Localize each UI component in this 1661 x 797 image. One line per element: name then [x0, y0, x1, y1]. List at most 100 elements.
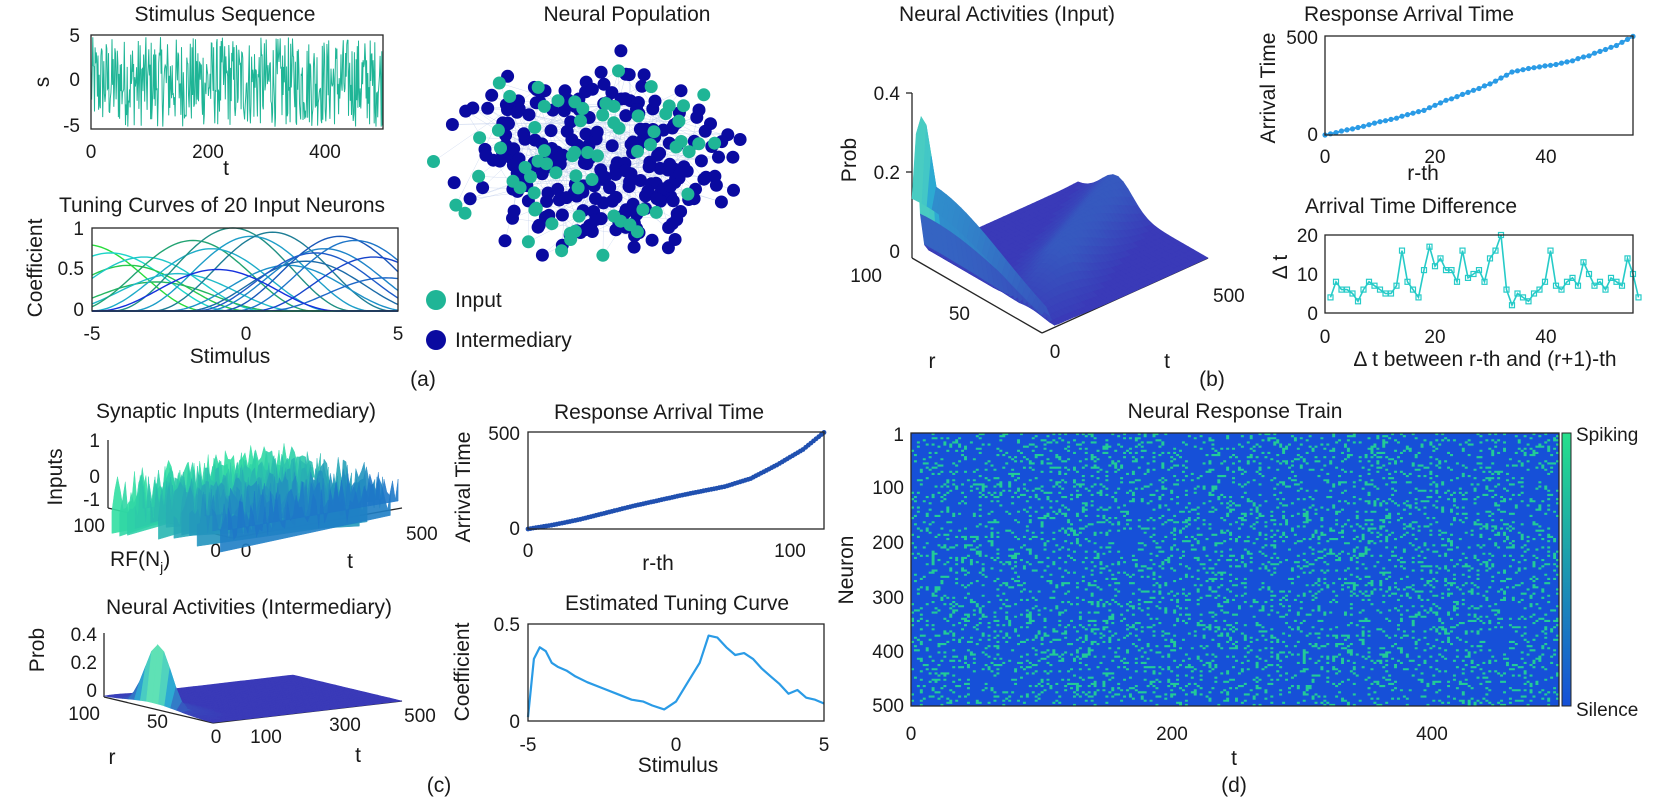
- surface-input-tlabel: t: [1164, 350, 1170, 373]
- est-tuning-axes-box: [527, 623, 825, 722]
- population-node-intermediary: [642, 160, 656, 174]
- arrival-diff-point: [1376, 286, 1384, 293]
- population-edge: [677, 145, 705, 180]
- arrival1-point: [1443, 97, 1449, 103]
- synaptic-row: [227, 472, 399, 541]
- population-node-intermediary: [481, 101, 495, 115]
- arrival1-point: [1602, 46, 1609, 53]
- arrival-diff-point: [1437, 255, 1444, 262]
- surface-input-title: Neural Activities (Input): [899, 3, 1115, 26]
- population-node-intermediary: [653, 146, 667, 160]
- population-node-input: [636, 203, 650, 217]
- synaptic-ttick: 500: [406, 524, 438, 545]
- population-node-input: [503, 89, 517, 103]
- arrival1-point: [1426, 105, 1433, 111]
- arrival1-point: [1586, 53, 1592, 59]
- population-node-intermediary: [531, 220, 545, 234]
- arrival-diff-point: [1431, 263, 1439, 270]
- arrival-diff-point: [1580, 259, 1587, 266]
- arrival1-point: [1492, 78, 1499, 84]
- arrival1-point: [1355, 124, 1361, 131]
- arrival1-xtick: 40: [1535, 147, 1556, 168]
- arrival1-point: [1514, 68, 1521, 74]
- arrival-diff-point: [1343, 286, 1351, 293]
- population-node-input: [649, 205, 663, 219]
- population-node-intermediary: [463, 192, 477, 206]
- arrival-diff-chart: Arrival Time Difference Δ t Δ t between …: [1269, 195, 1642, 371]
- surface-input-rtick: 100: [850, 266, 882, 287]
- arrival-diff-point: [1332, 278, 1340, 285]
- arrival1-point: [1382, 118, 1389, 124]
- arrival1-point: [1371, 120, 1378, 126]
- surface-inter-rtick: 100: [68, 704, 100, 725]
- population-node-intermediary: [662, 221, 676, 234]
- stimulus-ylabel: s: [31, 77, 54, 88]
- population-node-intermediary: [565, 133, 579, 147]
- population-node-intermediary: [560, 191, 573, 205]
- arrival-diff-point: [1492, 247, 1499, 254]
- legend-marker-input: [426, 290, 446, 310]
- arrival2-title: Response Arrival Time: [554, 401, 764, 424]
- population-node-input: [572, 209, 586, 223]
- panel-label-b: (b): [1199, 368, 1225, 391]
- arrival1-point: [1564, 59, 1570, 65]
- population-node-input: [631, 109, 645, 123]
- arrival1-xlabel: r-th: [1407, 162, 1439, 185]
- arrival-diff-xtick: 0: [1320, 327, 1331, 348]
- arrival1-point: [1410, 110, 1416, 116]
- arrival2-plot-area: [525, 430, 827, 532]
- population-node-input: [574, 114, 587, 128]
- arrival1-ytick: 500: [1286, 28, 1318, 49]
- population-node-input: [571, 181, 585, 195]
- arrival-diff-ytick: 20: [1297, 226, 1318, 247]
- population-node-input: [607, 116, 621, 130]
- stimulus-axes-box: [90, 34, 384, 130]
- arrival-diff-axes-box: [1324, 234, 1634, 314]
- est-tuning-chart: Estimated Tuning Curve Coefficient Stimu…: [451, 592, 829, 777]
- arrival-diff-point: [1349, 290, 1356, 297]
- population-node-input: [528, 121, 542, 134]
- arrival-diff-point: [1602, 286, 1609, 293]
- population-node-input: [473, 131, 487, 145]
- arrival-diff-point: [1558, 286, 1565, 293]
- arrival-diff-point: [1393, 282, 1400, 289]
- arrival-diff-ytick: 10: [1297, 265, 1318, 286]
- population-node-intermediary: [634, 174, 647, 187]
- arrival1-axes-box: [1324, 35, 1634, 136]
- arrival1-point: [1437, 100, 1444, 106]
- population-node-input: [708, 136, 722, 150]
- surface-inter-ztick: 0: [86, 681, 97, 702]
- population-node-input: [528, 203, 542, 217]
- arrival1-point: [1344, 127, 1350, 133]
- arrival-diff-ytick: 0: [1307, 304, 1318, 325]
- arrival1-point: [1531, 65, 1537, 71]
- est-tuning-xtick: 5: [819, 735, 830, 756]
- surface-inter-ttick: 100: [250, 727, 282, 748]
- arrival1-point: [1470, 87, 1477, 93]
- population-node-input: [672, 114, 686, 128]
- panel-label-d: (d): [1221, 774, 1247, 797]
- population-node-input: [549, 166, 563, 180]
- legend-label-intermediary: Intermediary: [455, 329, 572, 352]
- population-node-input: [623, 218, 637, 232]
- tuning-curve-10: [92, 235, 398, 312]
- synaptic-ttick: 0: [241, 541, 252, 562]
- arrival-diff-point: [1514, 290, 1521, 297]
- arrival1-ylabel: Arrival Time: [1257, 33, 1280, 144]
- tuning-curve-12: [92, 264, 399, 312]
- population-node-input: [681, 187, 695, 201]
- arrival1-title: Response Arrival Time: [1304, 3, 1514, 26]
- population-node-intermediary: [645, 233, 659, 247]
- arrival1-point: [1509, 69, 1515, 75]
- arrival2-axes-box: [527, 431, 825, 530]
- raster-ylabel: Neuron: [835, 536, 858, 605]
- population-node-input: [647, 125, 661, 139]
- population-node-input: [697, 88, 711, 102]
- arrival1-xtick: 0: [1320, 147, 1331, 168]
- synaptic-title: Synaptic Inputs (Intermediary): [96, 400, 376, 423]
- population-node-input: [682, 145, 696, 159]
- arrival-diff-point: [1591, 282, 1598, 289]
- tuning-xtick: 5: [393, 324, 404, 345]
- arrival-diff-point: [1475, 267, 1483, 274]
- est-tuning-series-line: [526, 634, 825, 718]
